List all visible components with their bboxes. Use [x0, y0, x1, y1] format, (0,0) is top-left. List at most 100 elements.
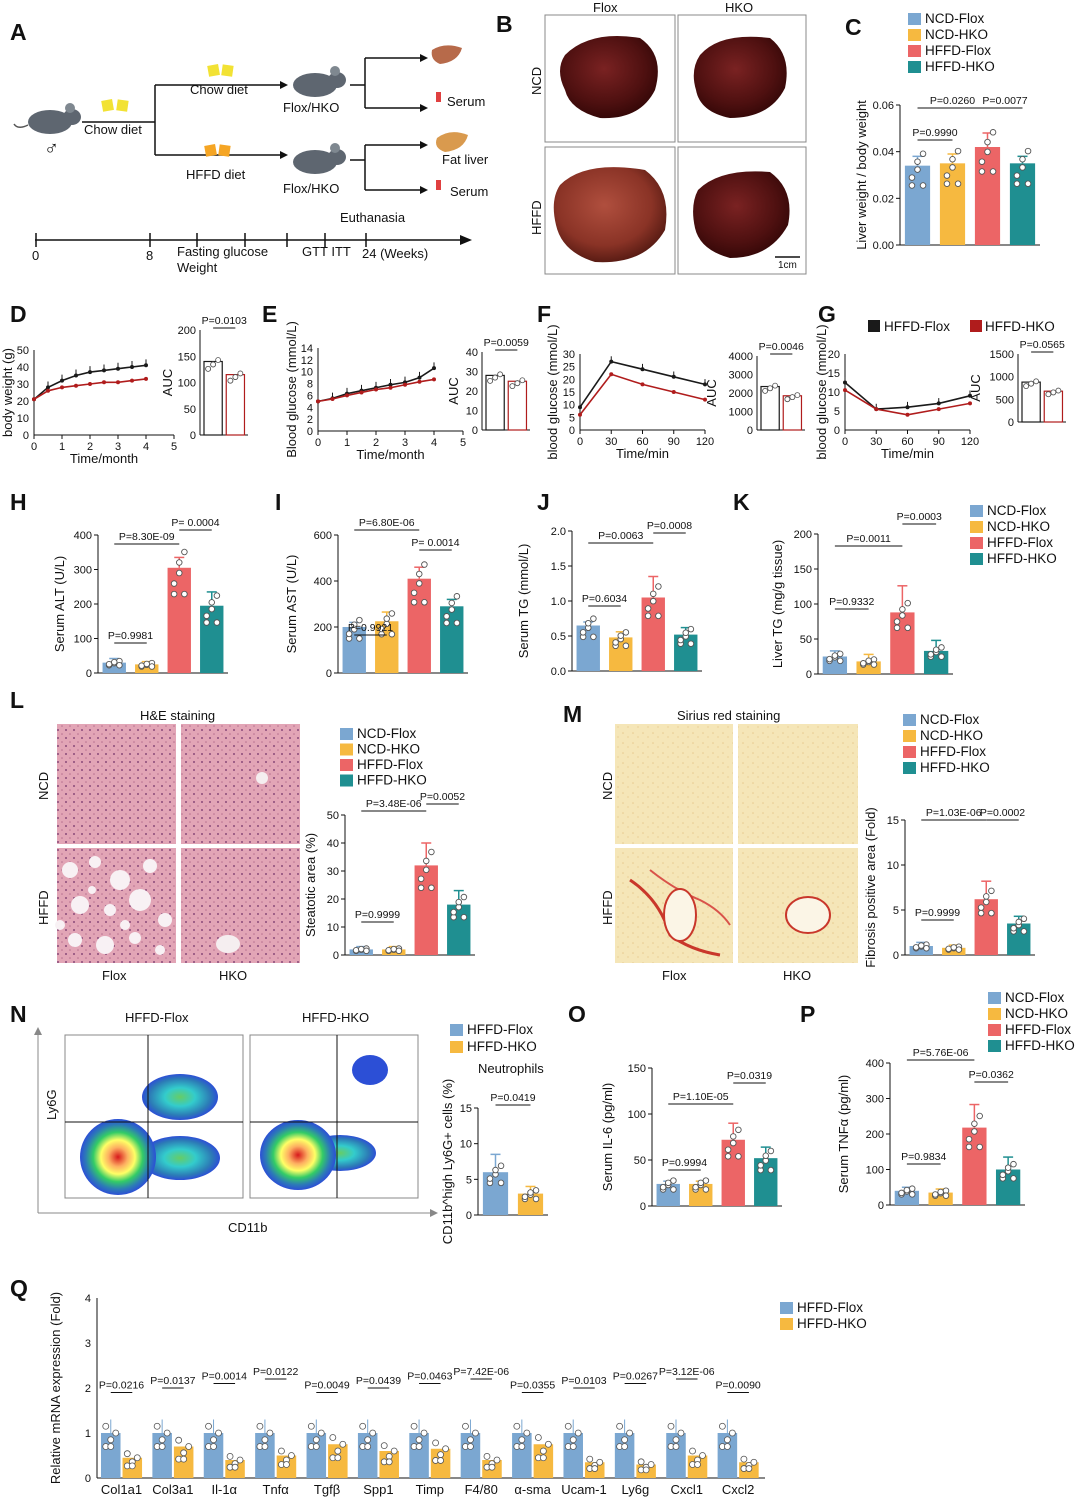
data-point — [107, 1443, 115, 1450]
data-point — [1010, 1160, 1017, 1168]
y-tick-label: 30 — [563, 349, 575, 361]
series-line — [33, 378, 147, 400]
data-point — [364, 1436, 372, 1444]
p-value: P=0.0103 — [202, 315, 247, 327]
data-point — [417, 375, 422, 380]
data-point — [908, 174, 916, 181]
y-tick-label: 0.04 — [873, 147, 894, 159]
data-point — [278, 1447, 285, 1455]
auc-bar — [485, 374, 505, 431]
auc-tick-label: 1000 — [729, 407, 753, 419]
data-point — [523, 1429, 531, 1437]
data-point — [385, 946, 392, 954]
data-point — [932, 1191, 939, 1198]
data-point — [784, 396, 791, 403]
data-point — [128, 1462, 136, 1470]
legend-swatch — [908, 45, 921, 57]
data-point — [416, 570, 423, 578]
p-value: P=0.0319 — [727, 1070, 772, 1082]
column-label: Flox — [662, 968, 687, 983]
serum-tube-icon — [436, 92, 441, 102]
panel-letter: L — [10, 687, 24, 713]
data-point — [420, 1429, 428, 1437]
data-point — [609, 372, 614, 377]
y-tick-label: 15 — [828, 368, 840, 380]
legend-label: NCD-HKO — [925, 27, 988, 42]
weeks-label: 24 (Weeks) — [362, 246, 428, 261]
y-tick-label: 300 — [74, 565, 92, 577]
x-tick-label: Spp1 — [363, 1482, 393, 1497]
data-point — [181, 548, 188, 556]
legend-label: HFFD-HKO — [925, 59, 995, 74]
data-point — [329, 1434, 337, 1441]
y-tick-label: 100 — [866, 1165, 884, 1177]
p-value: P=0.0077 — [982, 95, 1027, 107]
data-point — [843, 388, 847, 393]
x-tick-label: Tnfα — [263, 1482, 290, 1497]
y-tick-label: 1.0 — [551, 596, 566, 608]
y-tick-label: 0 — [878, 1200, 884, 1212]
y-tick-label: 5 — [466, 1174, 472, 1186]
y-tick-label: 30 — [17, 379, 29, 391]
data-point — [153, 1422, 161, 1430]
y-tick-label: 0 — [307, 426, 313, 438]
p-value: P=0.0267 — [613, 1371, 658, 1383]
p-value: P=6.80E-06 — [359, 517, 415, 529]
data-point — [316, 399, 320, 404]
legend-swatch — [780, 1318, 793, 1330]
legend-swatch — [908, 29, 921, 41]
data-point — [590, 615, 597, 622]
column-label: HFFD-Flox — [125, 1010, 189, 1025]
data-point — [978, 168, 986, 175]
mouse-icon — [13, 103, 81, 134]
chart-i: 0 200 400 600 Serum AST (U/L) P=0.9921 P=6.80E… — [284, 517, 468, 680]
data-point — [363, 947, 370, 955]
data-point — [723, 1436, 731, 1444]
food-icon — [207, 64, 220, 77]
x-tick-label: 5 — [171, 441, 177, 453]
y-tick-label: 50 — [634, 1155, 646, 1167]
data-point — [898, 1189, 905, 1197]
data-point — [395, 947, 403, 955]
panel-letters: A B C D E F G H I J K L M N O P Q — [10, 11, 862, 1301]
legend-label: NCD-HKO — [357, 742, 420, 757]
data-point — [123, 1450, 131, 1458]
legend-swatch — [970, 505, 983, 517]
p-value: P= 0.0004 — [171, 517, 219, 529]
data-point — [345, 630, 353, 638]
weight-label: Weight — [177, 260, 218, 275]
data-point — [144, 376, 148, 381]
y-axis-label: blood glucose (mmol/L) — [814, 324, 829, 459]
data-point — [210, 1443, 217, 1450]
fat-droplet — [155, 945, 165, 955]
data-point — [965, 1135, 973, 1143]
y-tick-label: 200 — [866, 1129, 884, 1141]
panel-letter: C — [845, 14, 862, 40]
y-axis-label: Liver weight / body weight — [854, 100, 869, 250]
legend-label: HFFD-HKO — [467, 1039, 537, 1054]
panel-title: H&E staining — [140, 708, 215, 723]
data-point — [417, 884, 425, 892]
y-tick-label: 0 — [85, 1473, 91, 1485]
data-point — [968, 401, 972, 406]
y-tick-label: 15 — [460, 1103, 472, 1115]
x-tick-label: 30 — [870, 436, 882, 448]
legend-swatch — [988, 1040, 1001, 1052]
y-axis-label: body weight (g) — [0, 348, 15, 437]
data-point — [107, 1436, 115, 1444]
p-value: P=0.0046 — [759, 341, 804, 353]
legend-swatch — [340, 759, 353, 771]
legend-label: HFFD-HKO — [987, 551, 1057, 566]
y-tick-label: 1.5 — [551, 561, 566, 573]
data-point — [215, 1429, 222, 1437]
y-axis-label: Ly6G — [44, 1089, 59, 1120]
data-point — [460, 893, 468, 901]
data-point — [467, 1436, 474, 1444]
data-point — [532, 1195, 540, 1203]
data-point — [655, 612, 662, 620]
y-tick-label: 10 — [301, 367, 313, 379]
y-tick-label: 1 — [85, 1428, 91, 1440]
